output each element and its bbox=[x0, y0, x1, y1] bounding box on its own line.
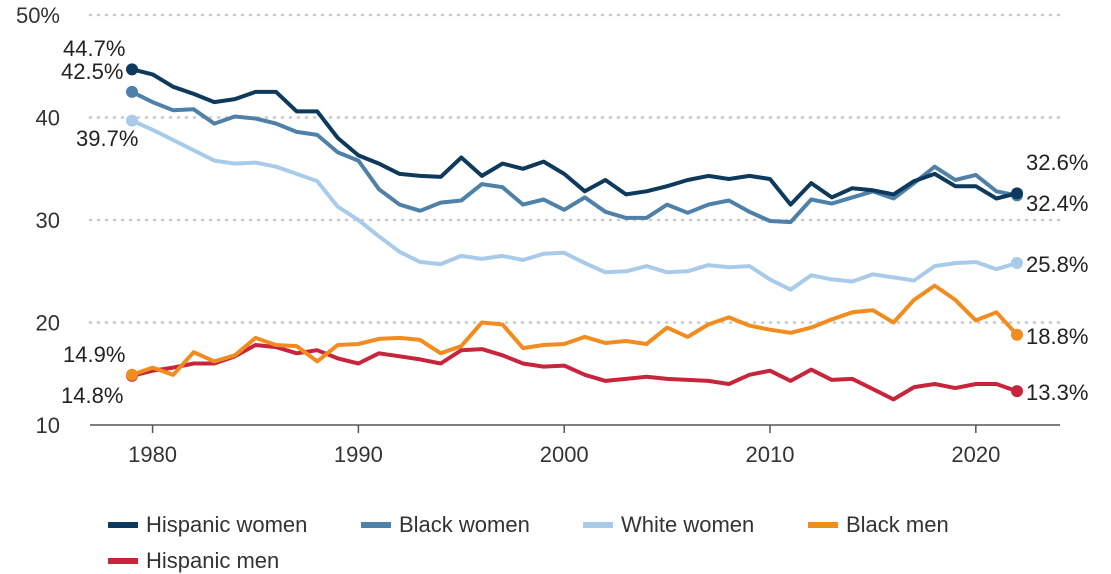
end-point bbox=[1011, 257, 1023, 270]
series-line bbox=[130, 89, 1019, 225]
series-line bbox=[130, 118, 1019, 292]
end-point bbox=[1011, 328, 1023, 341]
legend-swatch bbox=[108, 522, 138, 528]
y-tick-label: 40 bbox=[36, 106, 60, 131]
legend-item-black-men: Black men bbox=[808, 512, 949, 538]
start-point bbox=[126, 114, 138, 127]
start-value-label: 42.5% bbox=[61, 59, 123, 84]
legend-swatch bbox=[583, 522, 613, 528]
x-tick-label: 1990 bbox=[334, 442, 383, 467]
end-value-label: 13.3% bbox=[1026, 380, 1088, 405]
start-value-label: 39.7% bbox=[76, 126, 138, 151]
start-value-label: 44.7% bbox=[63, 36, 125, 61]
y-tick-label: 20 bbox=[36, 311, 60, 336]
legend-item-white-women: White women bbox=[583, 512, 754, 538]
x-tick-label: 1980 bbox=[128, 442, 177, 467]
y-tick-label: 10 bbox=[36, 413, 60, 438]
legend-swatch bbox=[108, 558, 138, 564]
legend-item-hispanic-women: Hispanic women bbox=[108, 512, 307, 538]
end-value-label: 18.8% bbox=[1026, 324, 1088, 349]
start-point bbox=[126, 368, 138, 381]
legend: Hispanic women Black women White women B… bbox=[108, 512, 1098, 574]
end-value-label: 25.8% bbox=[1026, 252, 1088, 277]
end-value-label: 32.6% bbox=[1026, 150, 1088, 175]
y-tick-label: 50% bbox=[16, 3, 60, 28]
x-tick-label: 2020 bbox=[951, 442, 1000, 467]
start-value-label: 14.8% bbox=[61, 383, 123, 408]
legend-item-black-women: Black women bbox=[361, 512, 530, 538]
series-line bbox=[130, 283, 1019, 377]
legend-label: Black women bbox=[399, 512, 530, 537]
start-point bbox=[126, 85, 138, 98]
start-point bbox=[126, 63, 138, 76]
end-value-label: 32.4% bbox=[1026, 191, 1088, 216]
end-point bbox=[1011, 187, 1023, 200]
end-point bbox=[1011, 385, 1023, 398]
y-tick-label: 30 bbox=[36, 208, 60, 233]
legend-label: Hispanic women bbox=[146, 512, 308, 537]
x-tick-label: 2000 bbox=[540, 442, 589, 467]
legend-item-hispanic-men: Hispanic men bbox=[108, 548, 279, 574]
legend-swatch bbox=[361, 522, 391, 528]
legend-swatch bbox=[808, 522, 838, 528]
x-tick-label: 2010 bbox=[746, 442, 795, 467]
legend-label: Black men bbox=[846, 512, 949, 537]
legend-label: Hispanic men bbox=[146, 548, 280, 573]
legend-label: White women bbox=[621, 512, 755, 537]
series-line bbox=[130, 67, 1019, 207]
start-value-label: 14.9% bbox=[63, 342, 125, 367]
line-chart: 10 20 30 40 50% 1980 1990 2000 2010 2020 44.7%42.5… bbox=[16, 3, 1088, 467]
series-line bbox=[130, 343, 1019, 402]
